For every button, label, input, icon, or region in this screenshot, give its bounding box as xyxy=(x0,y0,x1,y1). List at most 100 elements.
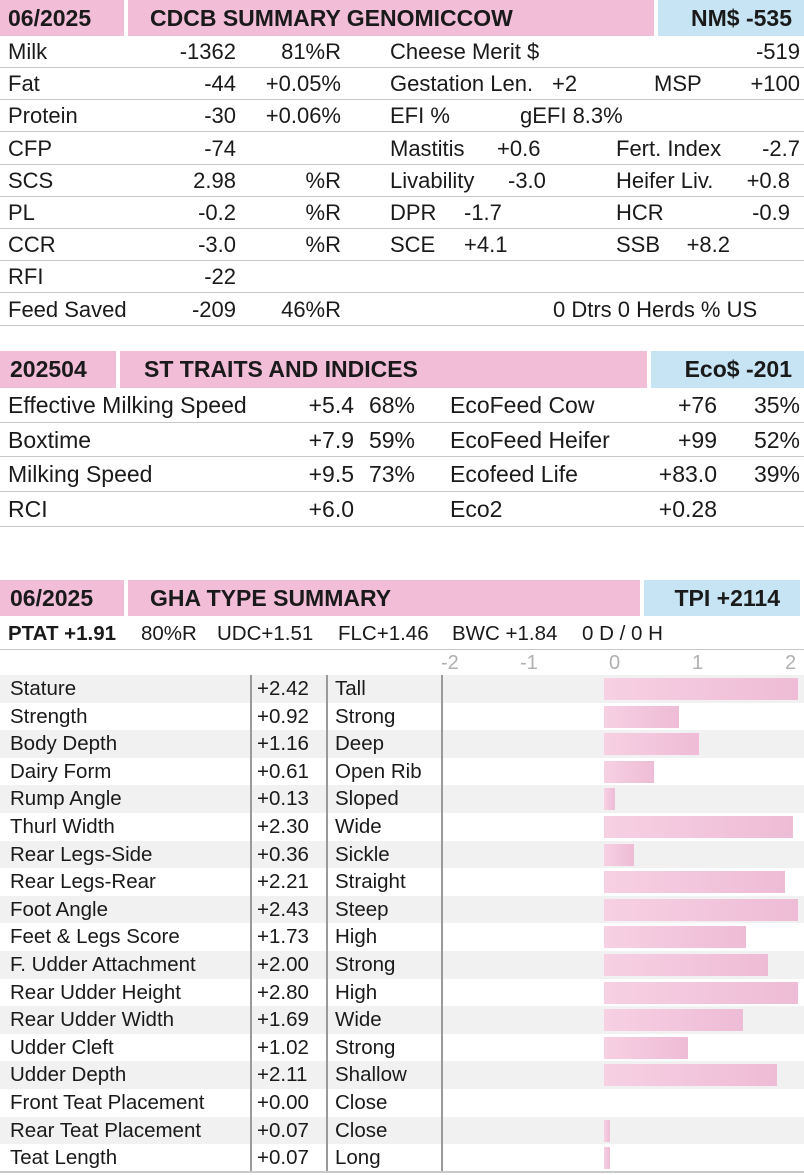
col3-value: +8.2 xyxy=(686,232,730,258)
st-trait-label: Boxtime xyxy=(8,426,92,453)
trait-label: CFP xyxy=(8,135,52,161)
gha-trait-row: Body Depth +1.16 Deep xyxy=(0,730,804,758)
nm-dollar-badge: NM$ -535 xyxy=(658,0,804,36)
gha-trait-label: Rear Teat Placement xyxy=(10,1118,202,1142)
st-header: 202504 ST TRAITS AND INDICES Eco$ -201 xyxy=(0,351,804,388)
gha-trait-descriptor: Deep xyxy=(335,732,385,756)
col2-label: Mastitis xyxy=(390,135,465,161)
gha-trait-descriptor: Straight xyxy=(335,870,406,894)
trait-value: -209 xyxy=(191,296,236,322)
trait-label: Protein xyxy=(8,103,78,129)
st-index-label: Eco2 xyxy=(450,496,503,523)
gha-trait-bar xyxy=(604,705,680,728)
gha-trait-value: +0.07 xyxy=(257,1146,309,1170)
trait-reliability: %R xyxy=(305,167,341,193)
st-index-value: +99 xyxy=(677,426,717,453)
summary-row: Protein -30 +0.06% EFI % gEFI 8.3% xyxy=(0,100,804,133)
gha-trait-label: F. Udder Attachment xyxy=(10,953,196,976)
col3-label: 0 Dtrs 0 Herds % US xyxy=(553,296,758,322)
col2-label: EFI % xyxy=(390,103,450,129)
col3-label: MSP xyxy=(654,71,702,97)
trait-reliability: +0.06% xyxy=(265,103,341,129)
gha-trait-bar xyxy=(604,954,768,976)
gha-trait-descriptor: Close xyxy=(335,1118,388,1142)
flc-value: FLC+1.46 xyxy=(338,622,429,645)
st-trait-reliability: 68% xyxy=(368,392,415,418)
gha-trait-row: Foot Angle +2.43 Steep xyxy=(0,895,804,924)
gha-trait-label: Rear Udder Width xyxy=(10,1008,175,1032)
st-index-reliability: 39% xyxy=(753,461,800,488)
gha-trait-label: Rear Udder Height xyxy=(10,980,181,1004)
gha-trait-descriptor: Close xyxy=(335,1091,388,1114)
summary-header: 06/2025 CDCB SUMMARY GENOMICCOW NM$ -535 xyxy=(0,0,804,36)
gha-trait-descriptor: Wide xyxy=(335,1008,382,1032)
st-trait-label: RCI xyxy=(8,496,48,523)
gha-trait-bar xyxy=(604,926,746,949)
gha-trait-label: Rear Legs-Rear xyxy=(10,870,156,894)
st-index-label: EcoFeed Cow xyxy=(450,392,595,418)
trait-reliability: %R xyxy=(305,232,341,258)
trait-value: -30 xyxy=(204,103,236,129)
col2-label: DPR xyxy=(390,200,437,225)
trait-value: -1362 xyxy=(179,39,236,64)
st-row: Effective Milking Speed +5.4 68% EcoFeed Co… xyxy=(0,388,804,423)
col3-label: Fert. Index xyxy=(616,135,722,161)
col2-label: Gestation Len. xyxy=(390,71,534,97)
gha-trait-label: Udder Depth xyxy=(10,1063,127,1087)
gha-date: 06/2025 xyxy=(0,580,124,616)
gha-trait-bar xyxy=(604,1147,610,1170)
col3-label: Heifer Liv. xyxy=(616,167,714,193)
st-trait-reliability: 59% xyxy=(368,426,415,453)
st-trait-label: Effective Milking Speed xyxy=(8,392,247,418)
gha-trait-row: Rear Legs-Rear +2.21 Straight xyxy=(0,868,804,896)
daughters-herds: 0 D / 0 H xyxy=(582,622,663,645)
summary-row: Feed Saved -209 46%R 0 Dtrs 0 Herds % US xyxy=(0,294,804,326)
gha-trait-label: Strength xyxy=(10,704,88,728)
gha-trait-bar xyxy=(604,1009,743,1032)
gha-trait-descriptor: Strong xyxy=(335,704,396,728)
summary-row: RFI -22 xyxy=(0,261,804,294)
gha-trait-row: Udder Cleft +1.02 Strong xyxy=(0,1034,804,1062)
trait-value: -0.2 xyxy=(198,200,236,225)
gha-trait-descriptor: Shallow xyxy=(335,1063,407,1087)
gha-title: GHA TYPE SUMMARY xyxy=(128,580,640,616)
gha-trait-value: +2.21 xyxy=(257,870,309,894)
trait-reliability: +0.05% xyxy=(265,71,341,97)
trait-label: SCS xyxy=(8,167,54,193)
gha-trait-value: +2.11 xyxy=(257,1063,308,1087)
gha-trait-descriptor: Sloped xyxy=(335,787,399,811)
divider-line xyxy=(250,675,252,1172)
gha-trait-row: F. Udder Attachment +2.00 Strong xyxy=(0,951,804,979)
gha-trait-descriptor: Tall xyxy=(335,677,366,700)
summary-row: Fat -44 +0.05% Gestation Len. +2 MSP +100 xyxy=(0,68,804,101)
gha-trait-bar xyxy=(604,843,634,866)
trait-label: CCR xyxy=(8,232,56,258)
gha-trait-bar xyxy=(604,898,798,921)
gha-trait-value: +2.80 xyxy=(257,980,309,1004)
st-date: 202504 xyxy=(0,351,116,388)
col3-value: +0.8 xyxy=(746,167,790,193)
gha-trait-value: +0.61 xyxy=(257,759,309,783)
divider-line xyxy=(326,675,328,1172)
st-trait-value: +6.0 xyxy=(308,496,354,523)
gha-trait-value: +0.07 xyxy=(257,1118,309,1142)
gha-trait-label: Teat Length xyxy=(10,1146,118,1170)
gha-trait-label: Thurl Width xyxy=(10,815,115,838)
gha-trait-row: Stature +2.42 Tall xyxy=(0,675,804,703)
gha-trait-value: +1.02 xyxy=(257,1035,309,1059)
st-index-label: EcoFeed Heifer xyxy=(450,426,610,453)
summary-title: CDCB SUMMARY GENOMICCOW xyxy=(128,0,654,36)
axis-tick-label: -2 xyxy=(441,652,459,674)
ptat-value: PTAT +1.91 xyxy=(8,622,117,645)
summary-row: CCR -3.0 %R SCE +4.1 SSB +8.2 xyxy=(0,229,804,262)
udc-value: UDC+1.51 xyxy=(217,622,314,645)
gha-trait-row: Rear Teat Placement +0.07 Close xyxy=(0,1116,804,1145)
axis-tick-label: 2 xyxy=(785,652,797,674)
gha-trait-row: Teat Length +0.07 Long xyxy=(0,1144,804,1172)
gha-trait-descriptor: Long xyxy=(335,1146,381,1170)
summary-row: SCS 2.98 %R Livability -3.0 Heifer Liv. +0.8 xyxy=(0,165,804,197)
trait-value: 2.98 xyxy=(193,167,236,193)
col2-value: +2 xyxy=(552,71,578,97)
gha-trait-bar xyxy=(604,871,786,894)
col2-value: +4.1 xyxy=(464,232,508,258)
